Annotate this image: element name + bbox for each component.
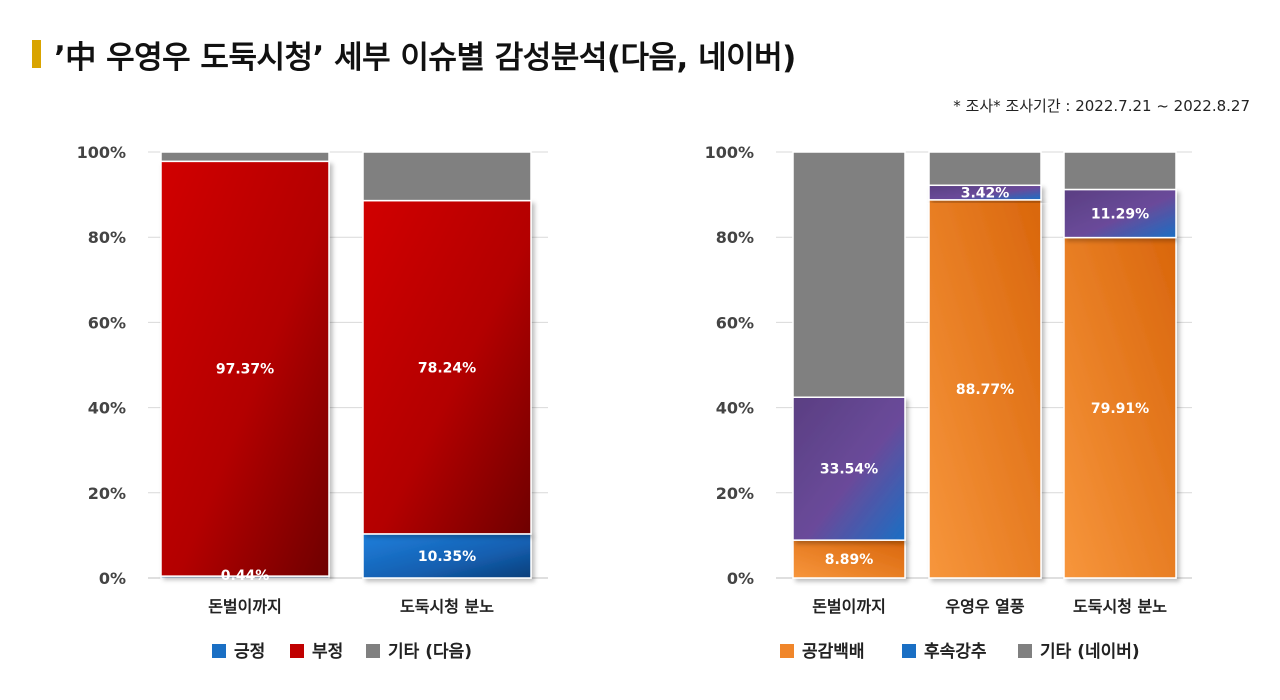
bar-도둑시청-분노-기타-다음 [362, 151, 532, 202]
title-accent-bar [32, 40, 41, 68]
legend-swatch-공감백배 [780, 644, 794, 658]
y-tick-label: 0% [727, 569, 754, 588]
bar-우영우-열풍-공감백배 [928, 199, 1042, 579]
legend-swatch-부정 [290, 644, 304, 658]
data-label: 79.91% [1091, 401, 1149, 417]
survey-period-note: * 조사* 조사기간 : 2022.7.21 ~ 2022.8.27 [953, 97, 1250, 115]
y-tick-label: 80% [88, 228, 126, 247]
x-category-label: 돈벌이까지 [812, 597, 886, 616]
chart-1: 0% 20% 40% 60% 80% 100% 0.44% 97.37% 돈벌이까지 10.35%… [77, 143, 548, 662]
legend: 공감백배 후속강추 기타 (네이버) [780, 641, 1140, 662]
legend-label: 기타 (다음) [388, 642, 472, 662]
legend-swatch-기타-다음 [366, 644, 380, 658]
y-tick-label: 20% [88, 484, 126, 503]
bar-우영우-열풍-기타-네이버 [928, 151, 1042, 187]
bar-돈벌이까지-기타-네이버 [792, 151, 906, 398]
x-category-label: 돈벌이까지 [208, 597, 282, 616]
bar-돈벌이까지-공감백배 [792, 539, 906, 579]
x-category-label: 도둑시청 분노 [400, 597, 494, 616]
y-tick-label: 0% [99, 569, 126, 588]
y-tick-label: 20% [716, 484, 754, 503]
legend-label: 기타 (네이버) [1040, 642, 1140, 662]
data-label: 78.24% [418, 360, 476, 376]
data-label: 33.54% [820, 462, 878, 478]
bar-도둑시청-분노-공감백배 [1063, 236, 1177, 579]
chart-2: 0% 20% 40% 60% 80% 100% 8.89% 33.54% 돈벌이까지 88.77%… [705, 143, 1192, 662]
legend-swatch-긍정 [212, 644, 226, 658]
legend-swatch-후속강추 [902, 644, 916, 658]
legend-label: 후속강추 [924, 641, 987, 662]
page-title: ’中 우영우 도둑시청’ 세부 이슈별 감성분석(다음, 네이버) [54, 40, 796, 76]
legend-label: 긍정 [234, 642, 265, 662]
data-label: 0.44% [221, 568, 270, 584]
y-tick-label: 60% [88, 313, 126, 332]
y-tick-label: 100% [77, 143, 126, 162]
y-tick-label: 40% [88, 399, 126, 418]
legend: 긍정 부정 기타 (다음) [212, 642, 472, 662]
data-label: 10.35% [418, 549, 476, 565]
y-tick-label: 60% [716, 313, 754, 332]
bar-도둑시청-분노-기타-네이버 [1063, 151, 1177, 191]
data-label: 88.77% [956, 382, 1014, 398]
y-tick-label: 100% [705, 143, 754, 162]
x-category-label: 우영우 열풍 [945, 597, 1024, 616]
data-label: 8.89% [825, 552, 874, 568]
legend-label: 부정 [312, 642, 343, 662]
data-label: 11.29% [1091, 207, 1149, 223]
y-tick-label: 40% [716, 399, 754, 418]
data-label: 97.37% [216, 362, 274, 378]
legend-label: 공감백배 [802, 642, 865, 662]
bar-돈벌이까지-기타-다음 [160, 151, 330, 163]
bar-돈벌이까지-후속강추 [792, 396, 906, 541]
data-label: 3.42% [961, 186, 1010, 202]
x-category-label: 도둑시청 분노 [1073, 597, 1167, 616]
y-tick-label: 80% [716, 228, 754, 247]
legend-swatch-기타-네이버 [1018, 644, 1032, 658]
bar-도둑시청-분노-후속강추 [1063, 188, 1177, 239]
